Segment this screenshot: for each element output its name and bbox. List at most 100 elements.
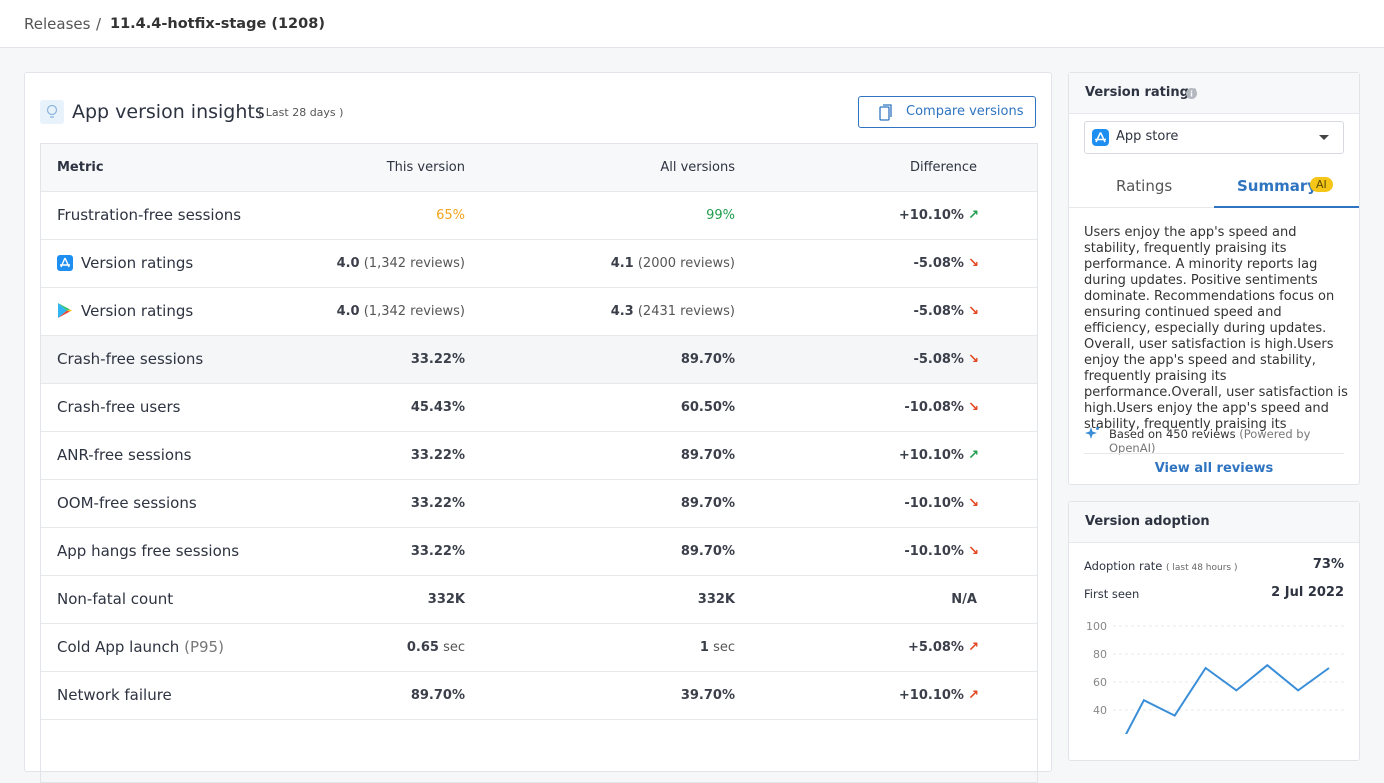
view-all-link[interactable]: View all reviews <box>1154 461 1274 476</box>
top-bar: Releases / 11.4.4-hotfix-stage (1208) <box>0 0 1384 48</box>
breadcrumb-current: 11.4.4-hotfix-stage (1208) <box>110 16 325 32</box>
value-note: sec <box>713 640 735 655</box>
table-row: App hangs free sessions 33.22% 89.70% -10.1… <box>41 528 1037 576</box>
compare-icon <box>879 104 892 121</box>
difference-cell: -5.08% ↘ <box>913 336 979 383</box>
tab-active[interactable]: Summary <box>1237 177 1318 195</box>
value-cell: 33.22% <box>411 528 465 575</box>
difference-cell: +5.08% ↗ <box>908 624 979 671</box>
rate-label-text: Adoption rate <box>1084 559 1163 573</box>
metric-cell: Crash-free users <box>57 384 180 431</box>
based-on: Based on 450 reviews (Powered by OpenAI) <box>1109 427 1359 455</box>
metric-cell: Crash-free sessions <box>57 336 203 383</box>
difference: +10.10% <box>898 688 964 703</box>
breadcrumb-root[interactable]: Releases <box>24 15 91 33</box>
powered-by: (Powered by OpenAI) <box>1109 427 1311 455</box>
y-tick-label: 40 <box>1093 704 1107 717</box>
difference-cell: -10.10% ↘ <box>904 480 979 527</box>
value-note: (1,342 reviews) <box>363 256 465 271</box>
rate-value: 73% <box>1312 557 1344 572</box>
ratings-panel: Version ratings App store Ratings Summar… <box>1068 72 1360 485</box>
difference: -10.08% <box>904 400 964 415</box>
column-header: This version <box>386 160 465 175</box>
value-cell: 4.1 (2000 reviews) <box>611 240 735 287</box>
metric-cell: Version ratings <box>57 240 193 287</box>
value: 89.70% <box>680 448 735 463</box>
difference-cell: N/A <box>951 576 977 623</box>
trend-arrow: ↘ <box>968 256 979 271</box>
value: 60.50% <box>680 400 735 415</box>
value: 65% <box>436 208 465 223</box>
difference-cell: -5.08% ↘ <box>913 288 979 335</box>
value-cell: 99% <box>706 192 735 239</box>
table-row: Crash-free sessions 33.22% 89.70% -5.08% ↘ <box>41 336 1037 384</box>
metric-cell: Version ratings <box>57 288 193 335</box>
tab-underline <box>1214 206 1359 208</box>
info-icon <box>1186 88 1197 99</box>
value-cell: 89.70% <box>411 672 465 719</box>
value: 0.65 <box>406 640 439 655</box>
value-note: (2000 reviews) <box>637 256 735 271</box>
adoption-panel: Version adoption Adoption rate ( last 48… <box>1068 501 1360 761</box>
table-row: ANR-free sessions 33.22% 89.70% +10.10% ↗ <box>41 432 1037 480</box>
rate-label: Adoption rate ( last 48 hours ) <box>1084 559 1237 573</box>
value-cell: 332K <box>428 576 465 623</box>
store-label: App store <box>1116 129 1179 144</box>
adoption-title: Version adoption <box>1085 514 1210 529</box>
table-header: Metric This version All versions Difference <box>41 144 1037 192</box>
table-row: Version ratings 4.0 (1,342 reviews) 4.3 (2… <box>41 288 1037 336</box>
metric-name: Crash-free users <box>57 398 181 416</box>
value-cell: 332K <box>698 576 735 623</box>
difference-cell: +10.10% ↗ <box>899 432 979 479</box>
metric-name: Frustration-free sessions <box>57 206 242 224</box>
app-store-icon <box>57 255 73 271</box>
difference: -5.08% <box>913 304 964 319</box>
value-cell: 4.0 (1,342 reviews) <box>337 288 465 335</box>
trend-arrow: ↘ <box>968 304 979 319</box>
y-tick-label: 60 <box>1093 676 1107 689</box>
divider <box>1084 453 1344 454</box>
trend-arrow: ↗ <box>968 640 979 655</box>
insights-period: ( Last 28 days ) <box>258 106 344 119</box>
metric-cell: ANR-free sessions <box>57 432 191 479</box>
first-seen-value: 2 Jul 2022 <box>1271 585 1344 600</box>
adoption-chart: 40 60 80 100 <box>1086 620 1345 734</box>
table-row: OOM-free sessions 33.22% 89.70% -10.10% ↘ <box>41 480 1037 528</box>
difference: -10.10% <box>904 544 964 559</box>
value: 99% <box>706 208 735 223</box>
difference: +10.10% <box>898 208 964 223</box>
difference: N/A <box>951 592 977 607</box>
column-header: Difference <box>909 160 977 175</box>
compare-button[interactable]: Compare versions <box>858 96 1036 128</box>
value: 4.3 <box>610 304 634 319</box>
value-note: (2431 reviews) <box>637 304 735 319</box>
value-note: (1,342 reviews) <box>363 304 465 319</box>
metric-name: App hangs free sessions <box>57 542 240 560</box>
difference: -5.08% <box>913 352 964 367</box>
panel-header: Version adoption <box>1069 502 1359 543</box>
metric-name: Cold App launch <box>57 638 180 656</box>
first-seen-label: First seen <box>1084 587 1140 601</box>
metric-cell: Frustration-free sessions <box>57 192 241 239</box>
table-row: Cold App launch (P95) 0.65 sec 1 sec +5.08%… <box>41 624 1037 672</box>
value-cell: 33.22% <box>411 480 465 527</box>
metric-cell: OOM-free sessions <box>57 480 197 527</box>
trend-arrow: ↗ <box>968 208 979 223</box>
difference-cell: +10.10% ↗ <box>899 672 979 719</box>
metric-cell: Non-fatal count <box>57 576 173 623</box>
store-dropdown[interactable]: App store <box>1084 121 1344 154</box>
difference: -5.08% <box>913 256 964 271</box>
rate-note: ( last 48 hours ) <box>1166 563 1238 573</box>
value: 45.43% <box>410 400 465 415</box>
metric-cell: Network failure <box>57 672 172 719</box>
compare-label: Compare versions <box>906 104 1024 119</box>
table-row: Crash-free users 45.43% 60.50% -10.08% ↘ <box>41 384 1037 432</box>
trend-arrow: ↗ <box>968 688 979 703</box>
value-cell: 4.3 (2431 reviews) <box>611 288 735 335</box>
metric-name: Non-fatal count <box>57 590 174 608</box>
tab[interactable]: Ratings <box>1116 177 1173 195</box>
trend-arrow: ↘ <box>968 544 979 559</box>
trend-arrow: ↘ <box>968 496 979 511</box>
metric-name: Version ratings <box>81 302 194 320</box>
metric-name: Crash-free sessions <box>57 350 204 368</box>
